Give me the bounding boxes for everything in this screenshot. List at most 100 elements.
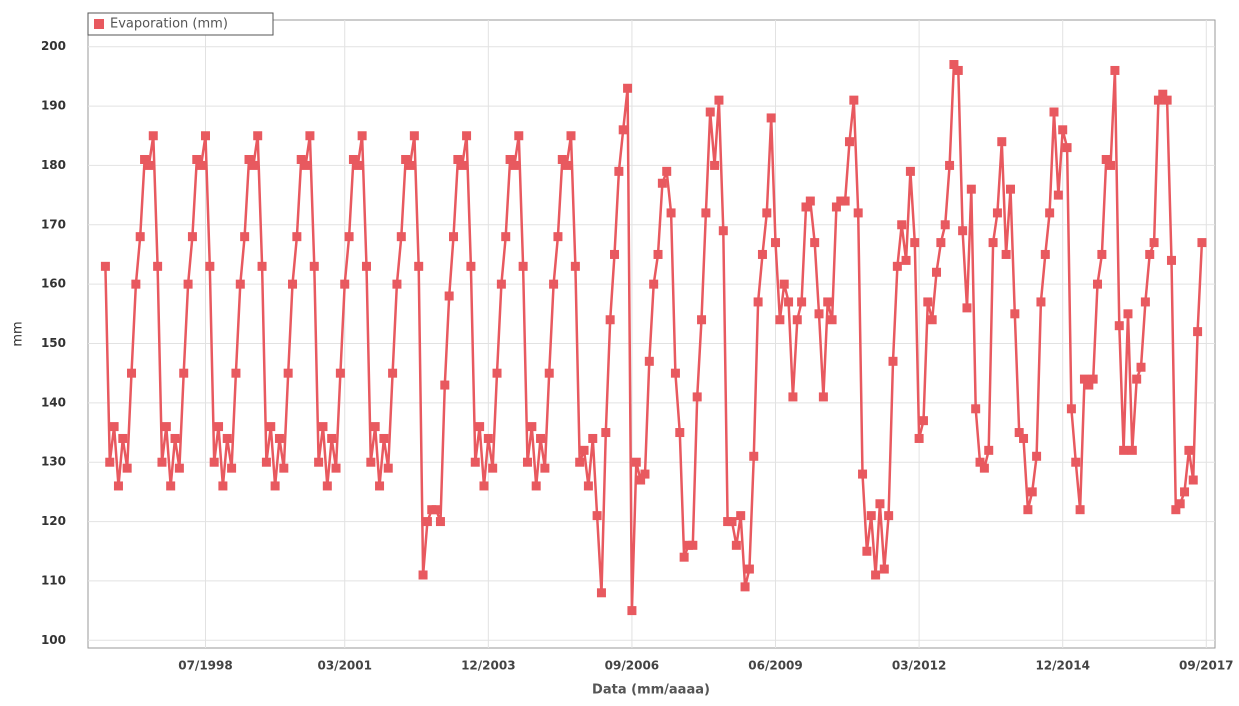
marker	[214, 422, 224, 432]
marker	[1079, 374, 1089, 384]
marker	[784, 297, 794, 307]
marker	[853, 208, 863, 218]
marker	[905, 166, 915, 176]
marker	[1158, 89, 1168, 99]
marker	[596, 588, 606, 598]
marker	[105, 457, 115, 467]
marker	[488, 463, 498, 473]
marker	[705, 107, 715, 117]
marker	[1162, 95, 1172, 105]
marker	[936, 238, 946, 248]
marker	[292, 232, 302, 242]
marker	[209, 457, 219, 467]
marker	[375, 481, 385, 491]
marker	[109, 422, 119, 432]
marker	[923, 297, 933, 307]
marker	[135, 232, 145, 242]
legend: Evaporation (mm)	[87, 12, 274, 36]
marker	[379, 433, 389, 443]
marker	[540, 463, 550, 473]
marker	[953, 65, 963, 75]
marker	[248, 160, 258, 170]
marker	[161, 422, 171, 432]
marker	[727, 517, 737, 527]
marker	[366, 457, 376, 467]
marker	[801, 202, 811, 212]
marker	[544, 368, 554, 378]
marker	[570, 261, 580, 271]
marker	[492, 368, 502, 378]
marker	[579, 445, 589, 455]
marker	[771, 238, 781, 248]
marker	[810, 238, 820, 248]
marker	[383, 463, 393, 473]
x-tick-label: 12/2014	[1035, 659, 1089, 673]
marker	[361, 261, 371, 271]
marker	[871, 570, 881, 580]
marker	[192, 154, 202, 164]
marker	[827, 315, 837, 325]
marker	[884, 511, 894, 521]
marker	[1032, 451, 1042, 461]
legend-box	[87, 12, 274, 36]
marker	[422, 517, 432, 527]
marker	[1005, 184, 1015, 194]
marker	[688, 540, 698, 550]
marker	[518, 261, 528, 271]
marker	[892, 261, 902, 271]
marker	[575, 457, 585, 467]
marker	[1184, 445, 1194, 455]
marker	[1110, 65, 1120, 75]
marker	[1010, 309, 1020, 319]
marker	[653, 249, 663, 259]
marker	[370, 422, 380, 432]
marker	[409, 131, 419, 141]
legend-label: Evaporation (mm)	[110, 17, 228, 32]
marker	[200, 131, 210, 141]
marker	[401, 154, 411, 164]
marker	[131, 279, 141, 289]
marker	[100, 261, 110, 271]
marker	[527, 422, 537, 432]
marker	[187, 232, 197, 242]
marker	[984, 445, 994, 455]
marker	[331, 463, 341, 473]
marker	[1097, 249, 1107, 259]
marker	[475, 422, 485, 432]
marker	[1062, 143, 1072, 153]
marker	[1014, 428, 1024, 438]
marker	[749, 451, 759, 461]
marker	[322, 481, 332, 491]
marker	[549, 279, 559, 289]
marker	[714, 95, 724, 105]
marker	[1175, 499, 1185, 509]
marker	[414, 261, 424, 271]
marker	[314, 457, 324, 467]
marker	[505, 154, 515, 164]
x-tick-label: 03/2001	[317, 659, 371, 673]
marker	[792, 315, 802, 325]
marker	[1066, 404, 1076, 414]
marker	[657, 178, 667, 188]
marker	[914, 433, 924, 443]
marker	[823, 297, 833, 307]
marker	[797, 297, 807, 307]
marker	[1071, 457, 1081, 467]
marker	[470, 457, 480, 467]
marker	[1001, 249, 1011, 259]
marker	[992, 208, 1002, 218]
marker	[301, 160, 311, 170]
marker	[274, 433, 284, 443]
y-tick-label: 120	[41, 514, 66, 528]
marker	[1127, 445, 1137, 455]
marker	[157, 457, 167, 467]
marker	[875, 499, 885, 509]
marker	[623, 83, 633, 93]
marker	[1058, 125, 1068, 135]
marker	[288, 279, 298, 289]
marker	[444, 291, 454, 301]
x-tick-label: 09/2006	[605, 659, 659, 673]
marker	[1114, 321, 1124, 331]
marker	[840, 196, 850, 206]
marker	[183, 279, 193, 289]
